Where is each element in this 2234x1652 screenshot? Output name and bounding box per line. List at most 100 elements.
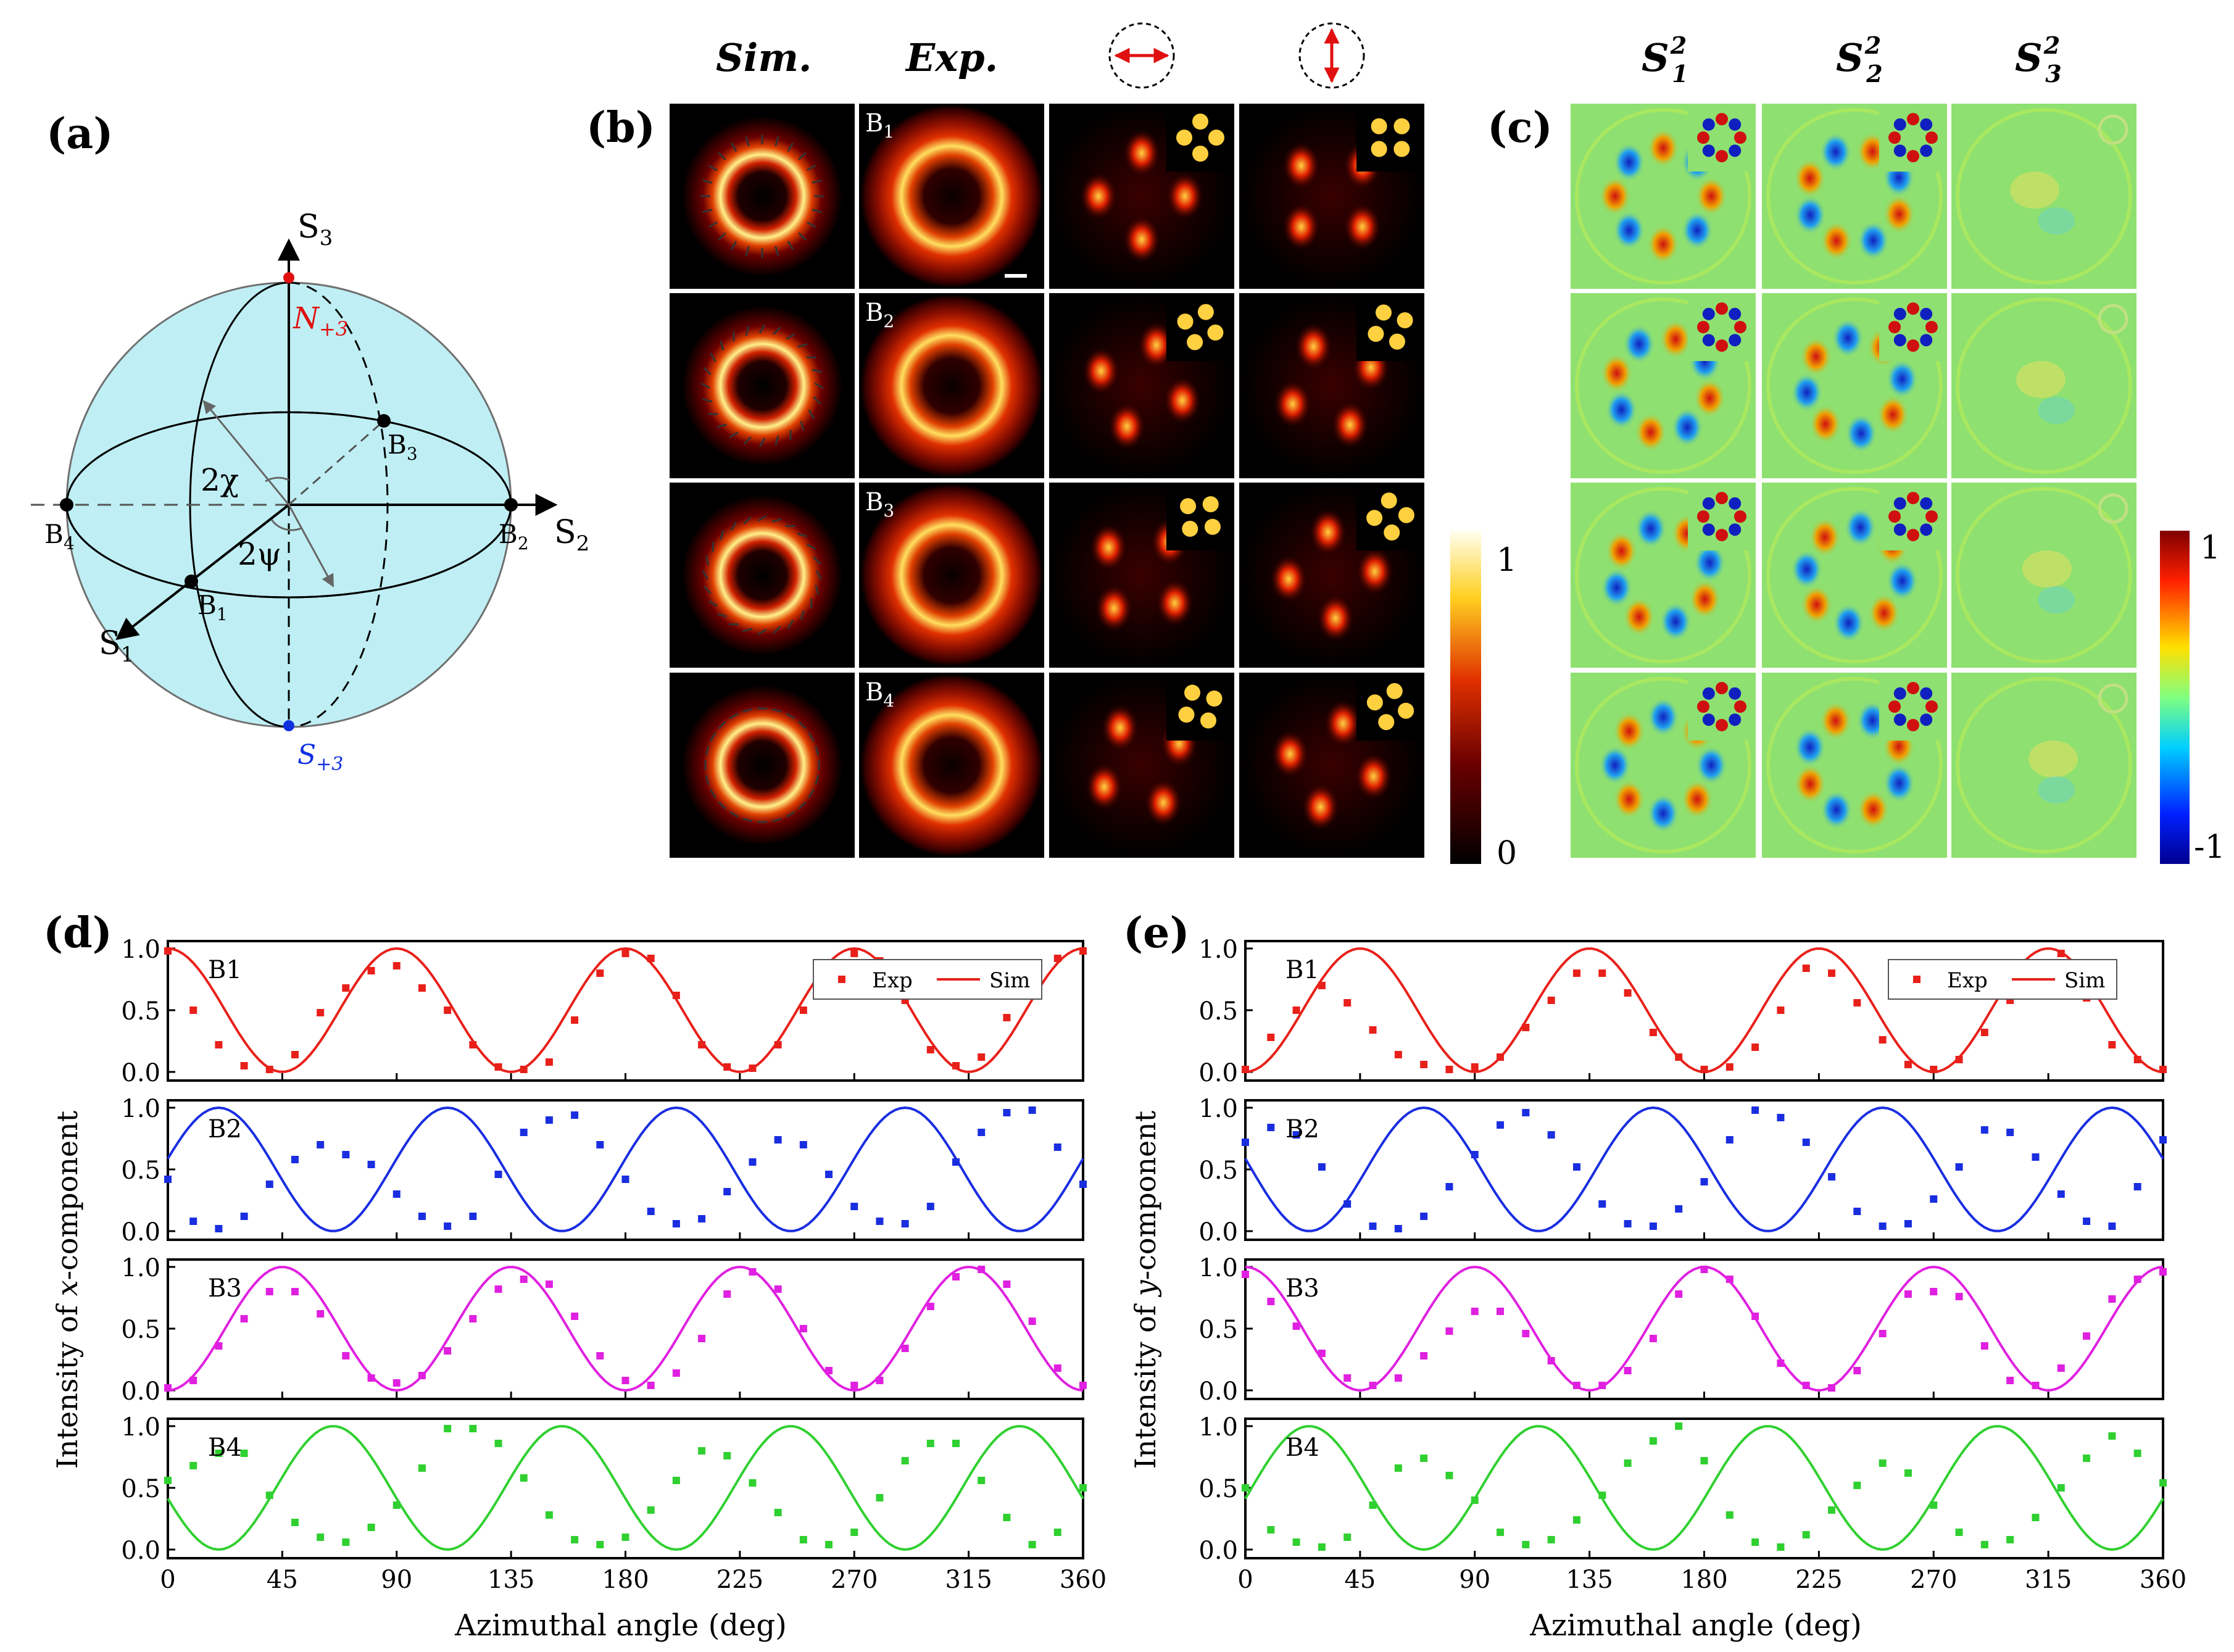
x-tick-label: 225 [716, 1566, 763, 1594]
subplot-frame [167, 1099, 1084, 1241]
negative-lobe [1886, 359, 1919, 399]
ylabel-d: Intensity of x-component [51, 1110, 84, 1469]
intensity-lobe [1302, 783, 1339, 831]
exp-point [1079, 1484, 1087, 1492]
row-label: B4 [1285, 1434, 1319, 1462]
polarization-dash [742, 628, 753, 633]
exp-point [1497, 1529, 1505, 1536]
exp-point [1751, 1044, 1759, 1051]
polarization-dash [800, 420, 805, 431]
y-tick-label: 1.0 [121, 936, 160, 964]
exp-point [1003, 1281, 1011, 1288]
inset-ring [2098, 114, 2128, 145]
exp-point [1318, 1543, 1326, 1551]
exp-point [2006, 1377, 2014, 1384]
inset-lobe [1376, 304, 1392, 321]
positive-lobe [1800, 337, 1832, 377]
weak-feature [2038, 776, 2075, 803]
outer-ring [1575, 487, 1751, 663]
exp-point [672, 1369, 680, 1377]
exp-point [494, 1440, 502, 1447]
polarization-dash [798, 152, 807, 160]
inset-lobe [1371, 141, 1387, 157]
intensity-lobe [1156, 579, 1194, 626]
tile-b-r1-c3 [1049, 104, 1234, 289]
tile-c-r2-c3 [1951, 293, 2136, 478]
s3-label: S3 [297, 209, 333, 251]
outer-ring [1766, 677, 1943, 853]
inset-lobe [1208, 130, 1224, 146]
inset-background [1166, 293, 1234, 361]
polarizer-vertical-icon [1298, 22, 1365, 89]
tile-b-r4-c1 [670, 673, 855, 858]
exp-point [1777, 1359, 1785, 1367]
intensity-lobe [1102, 704, 1139, 752]
polarization-dash [705, 745, 710, 756]
positive-lobe [1605, 531, 1638, 571]
positive-lobe [1808, 517, 1841, 557]
tile-b-r4-c3 [1049, 673, 1234, 858]
inset-lobe [1178, 707, 1195, 723]
inset-background [1356, 673, 1424, 741]
tile-b-r4-c2: B4 [859, 673, 1044, 858]
exp-point [952, 1062, 960, 1069]
polarization-dash [743, 516, 752, 525]
inset-lobe [1202, 496, 1219, 513]
exp-point [952, 1440, 960, 1447]
row-label: B3 [208, 1274, 242, 1303]
exp-point [1955, 1056, 1963, 1063]
polarization-dash [702, 570, 709, 580]
exp-point [1675, 1205, 1683, 1213]
negative-lobe [1790, 549, 1823, 589]
outer-ring [1956, 297, 2132, 474]
exp-point [698, 1215, 706, 1222]
exp-point [799, 1325, 807, 1332]
polarization-dash [812, 368, 822, 373]
polarization-dash [743, 436, 752, 445]
inset-lobe [1702, 523, 1715, 536]
inset-lobe [1920, 307, 1933, 320]
exp-point [850, 1203, 858, 1210]
exp-point [215, 1041, 223, 1048]
subplot-frame [1244, 1417, 2164, 1559]
legend-exp-label: Exp [872, 968, 913, 993]
positive-lobe [1647, 225, 1679, 264]
positive-lobe [1809, 404, 1842, 444]
inset-lobe [1925, 510, 1938, 523]
y-tick-label: 0.0 [1198, 1059, 1238, 1087]
scale-bar [1005, 274, 1027, 278]
tile-c-r3-c2 [1762, 483, 1947, 668]
row-label: B1 [208, 956, 242, 984]
tile-b-r3-c3 [1049, 483, 1234, 668]
legend-exp-marker [838, 976, 845, 983]
exp-point [2159, 1066, 2167, 1073]
exp-point [189, 1377, 197, 1384]
outer-ring [1956, 487, 2132, 663]
exp-point [926, 1303, 934, 1310]
exp-point [1751, 1313, 1759, 1320]
exp-point [494, 1285, 502, 1293]
subplot-b4: 0.0 0.5 1.0 0 45 90 135 180 225 270 315 360 B4 [121, 1413, 1107, 1594]
negative-lobe [1647, 794, 1679, 833]
panel-label-b: (b) [586, 103, 655, 152]
inset-lobe [1184, 684, 1200, 701]
colorbar-jet-max: 1 [2200, 529, 2220, 567]
tile-b-r2-c4 [1239, 293, 1424, 478]
intensity-lobe [1090, 524, 1127, 571]
exp-point [1053, 1144, 1061, 1151]
colorbar-hot [1450, 531, 1481, 864]
inset-lobe [1716, 339, 1728, 352]
exp-point [1343, 1374, 1352, 1382]
polarization-dash [786, 713, 795, 720]
polarization-dash [815, 570, 823, 580]
exp-point [240, 1315, 248, 1322]
exp-point [1853, 1482, 1861, 1489]
polarization-dash [702, 179, 713, 184]
negative-lobe [1634, 508, 1667, 549]
exp-point [545, 1281, 553, 1288]
exp-point [1242, 1484, 1249, 1492]
negative-lobe [1659, 602, 1692, 642]
intensity-lobe [1317, 594, 1355, 642]
exp-point [1547, 997, 1555, 1004]
exp-point [265, 1181, 273, 1188]
